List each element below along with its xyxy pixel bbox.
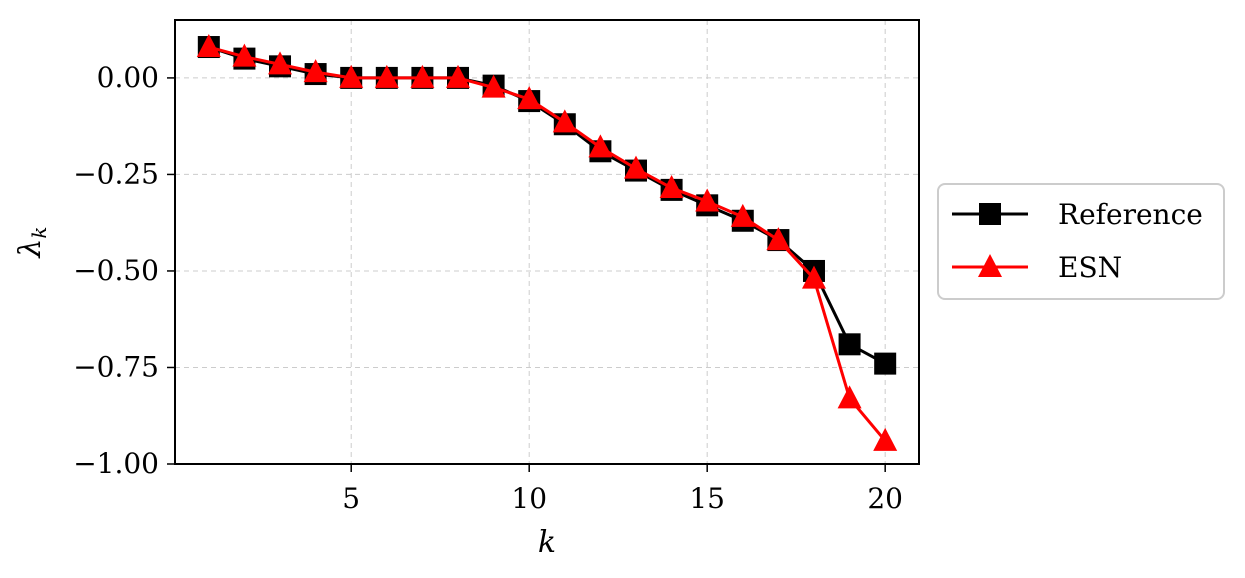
y-tick-label: −1.00 (73, 447, 159, 480)
legend-reference-marker (979, 203, 1001, 225)
esn-point (303, 59, 328, 83)
series-layer (196, 34, 898, 451)
esn-point (268, 51, 293, 75)
y-axis-label-main: λ (13, 239, 48, 259)
esn-point (766, 227, 791, 251)
esn-point (623, 155, 648, 179)
esn-point (410, 64, 435, 88)
esn-point (837, 385, 862, 409)
reference-line (208, 45, 886, 365)
esn-point (374, 64, 399, 88)
legend-esn-marker (978, 254, 1002, 277)
y-tick-label: −0.25 (73, 157, 159, 190)
legend-esn-label: ESN (1058, 251, 1122, 284)
legend-reference-label: Reference (1058, 198, 1203, 231)
reference-point (838, 333, 861, 356)
esn-point (446, 64, 471, 88)
y-axis-label: λk (13, 226, 51, 258)
esn-point (232, 43, 257, 67)
esn-point (517, 86, 542, 110)
y-tick-label: 0.00 (97, 61, 159, 94)
esn-point (196, 34, 221, 58)
esn-point (873, 427, 898, 451)
x-tick-label: 10 (511, 482, 547, 515)
x-axis-label: k (538, 525, 556, 560)
esn-point (730, 203, 755, 227)
plot-frame (174, 19, 920, 465)
y-tick-label: −0.50 (73, 254, 159, 287)
x-tick-label: 15 (689, 482, 725, 515)
esn-point (659, 174, 684, 198)
esn-point (695, 188, 720, 212)
esn-point (481, 74, 506, 98)
x-tick-label: 5 (342, 482, 360, 515)
reference-point (874, 352, 897, 375)
esn-point (339, 64, 364, 88)
legend: Reference ESN (937, 183, 1225, 300)
tick-layer: 5 10 15 20 0.00 −0.25 −0.50 −0.75 −1.00 (73, 61, 903, 515)
y-tick-label: −0.75 (73, 350, 159, 383)
esn-point (801, 265, 826, 289)
x-tick-label: 20 (867, 482, 903, 515)
esn-point (552, 109, 577, 133)
esn-point (588, 134, 613, 158)
grid-layer (175, 20, 919, 465)
y-axis-label-subscript: k (27, 226, 51, 238)
